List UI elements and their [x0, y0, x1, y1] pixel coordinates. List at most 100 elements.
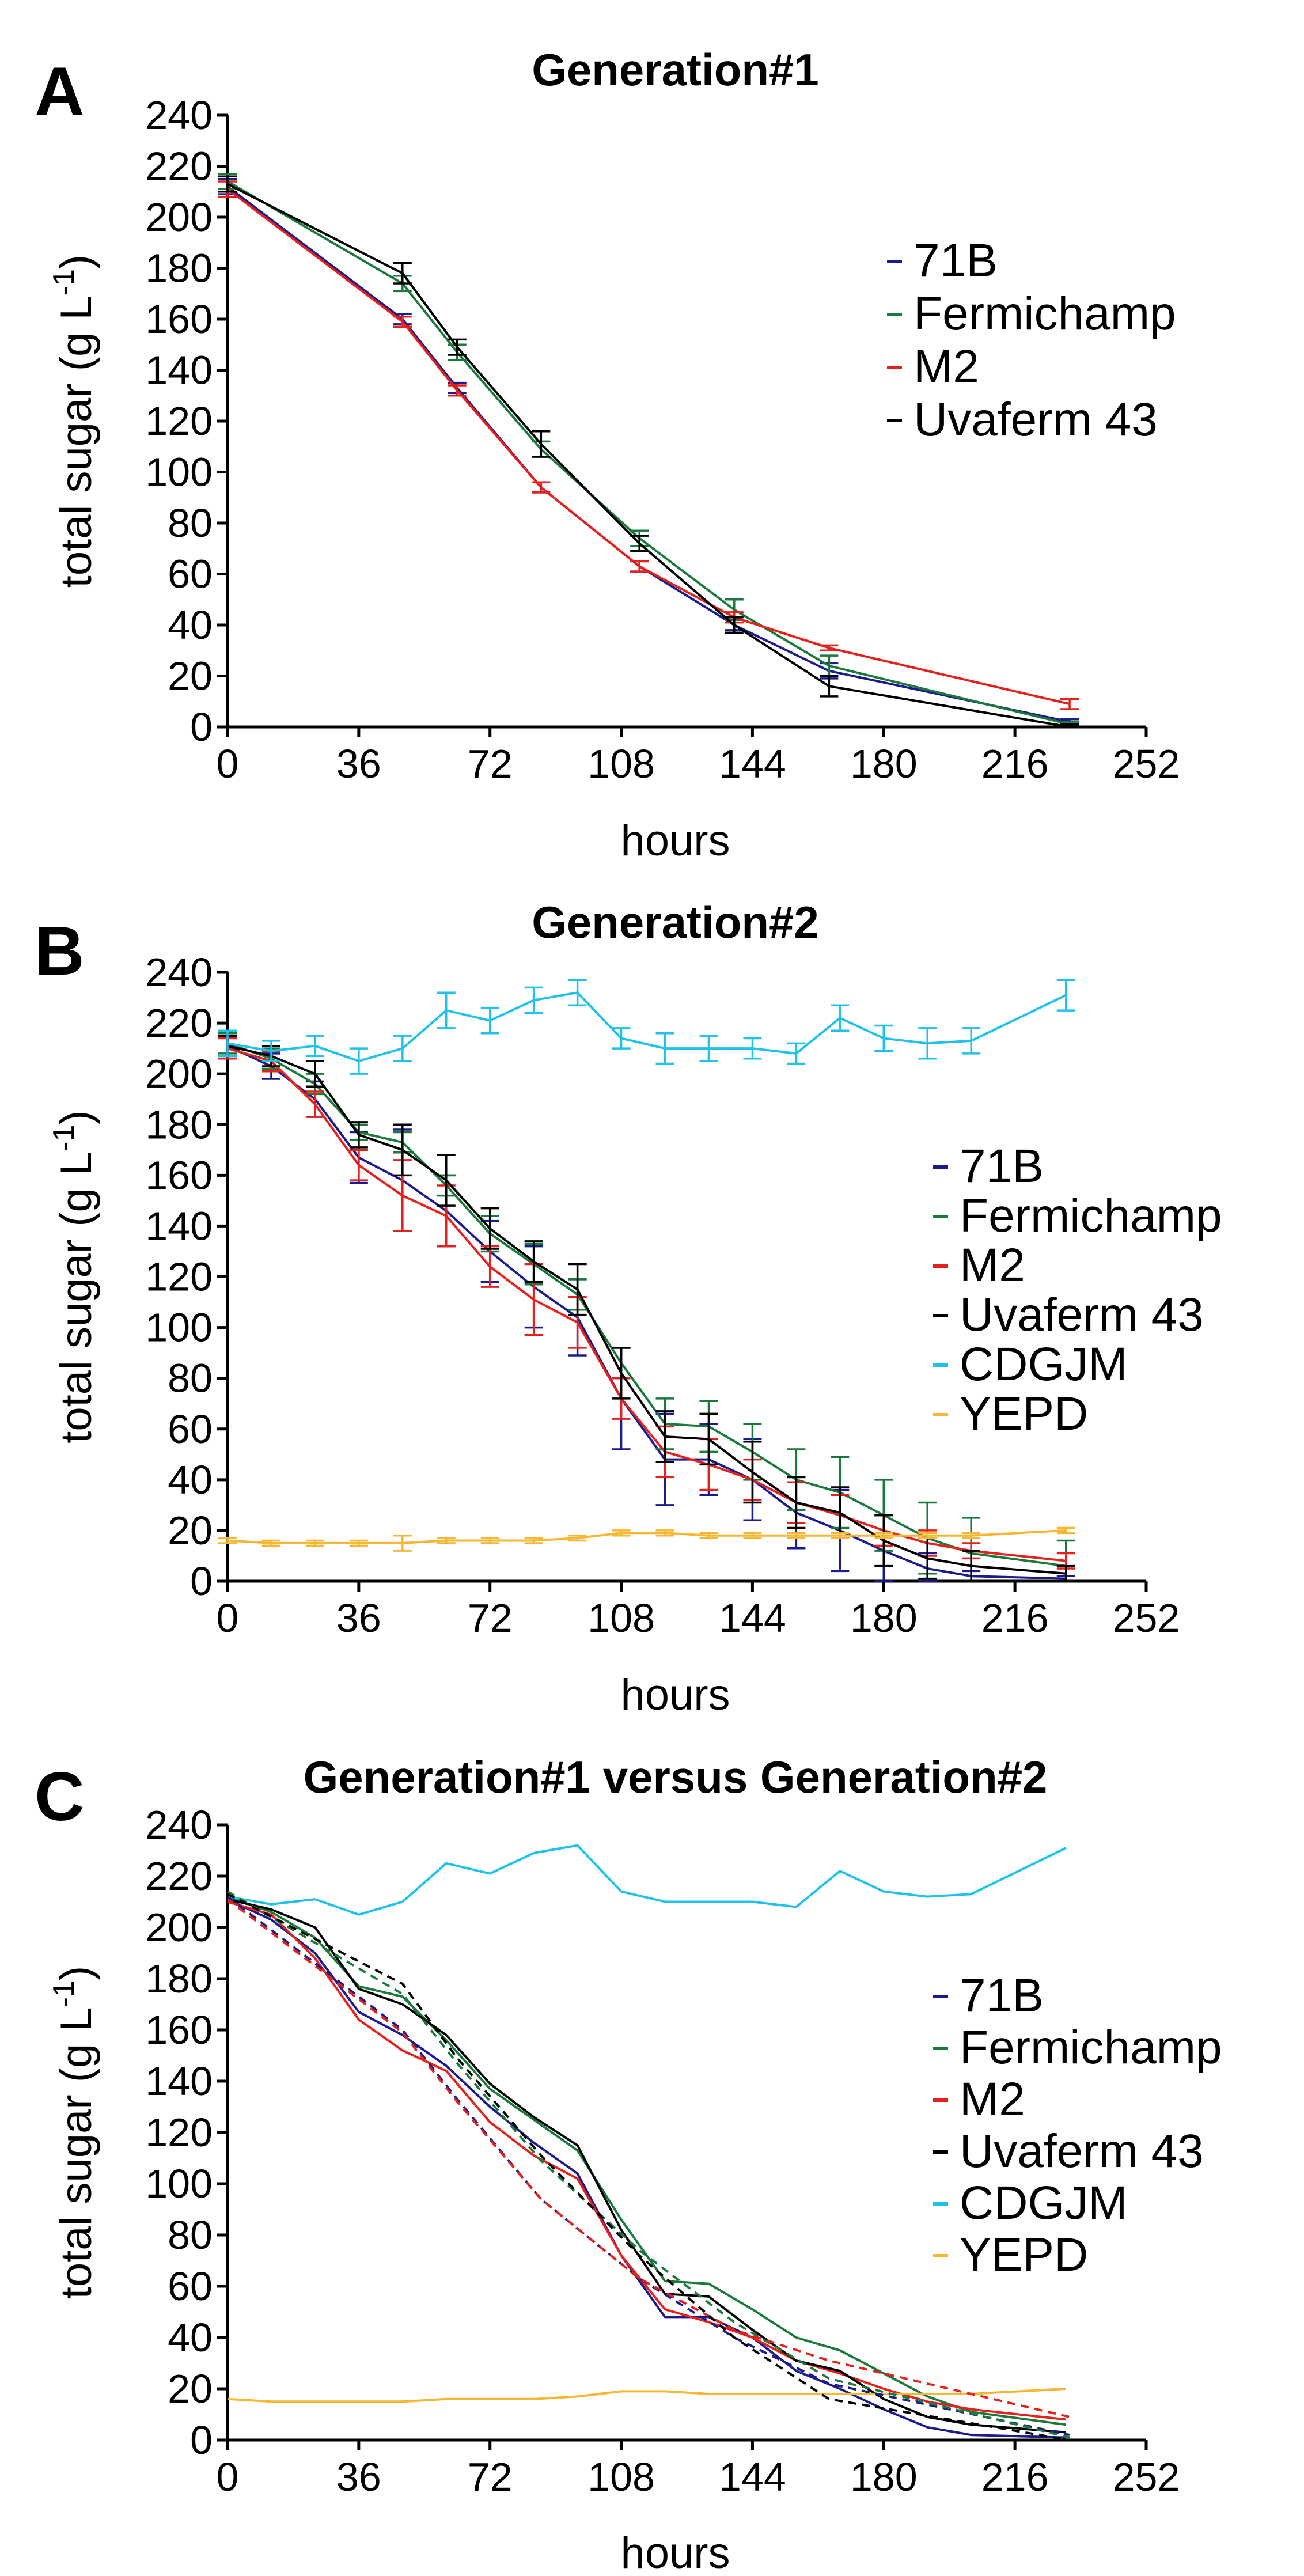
x-tick-label: 216: [981, 2454, 1049, 2499]
error-bar-uvaferm-43: [524, 1240, 543, 1283]
y-tick-label: 220: [145, 1001, 213, 1045]
error-bar-uvaferm-43: [305, 1060, 324, 1088]
error-bar-cdgjm: [437, 991, 456, 1029]
x-tick-label: 252: [1113, 741, 1180, 786]
y-tick-label: 220: [145, 144, 213, 189]
error-bar-cdgjm: [393, 1035, 412, 1062]
y-axis-label: total sugar (g L-1): [47, 1110, 101, 1444]
error-bar-uvaferm-43: [532, 430, 551, 458]
error-bar-uvaferm-43: [699, 1412, 718, 1466]
x-tick-label: 180: [850, 741, 918, 786]
y-tick-label: 160: [145, 297, 213, 342]
x-tick-label: 216: [981, 741, 1049, 786]
y-tick-label: 0: [190, 1559, 213, 1604]
chart-title: Generation#1: [532, 44, 819, 95]
error-bar-yepd: [305, 1539, 324, 1547]
panel-a: A Generation#1020406080100120140160180200…: [35, 44, 1180, 865]
y-axis-label: total sugar (g L-1): [47, 255, 101, 588]
panel-letter: C: [35, 1758, 85, 1835]
error-bar-cdgjm: [874, 1024, 893, 1052]
y-tick-label: 180: [145, 1956, 213, 2001]
panel-letter: B: [35, 912, 85, 990]
legend-label-yepd: YEPD: [960, 2229, 1088, 2281]
error-bar-cdgjm: [831, 1004, 850, 1032]
error-bar-uvaferm-43: [568, 1263, 587, 1316]
error-bar-m2: [532, 481, 551, 494]
y-tick-label: 80: [168, 2213, 213, 2257]
error-bar-uvaferm-43: [725, 616, 744, 634]
y-tick-label: 180: [145, 246, 213, 291]
error-bar-m2: [448, 384, 467, 397]
error-bar-m2: [305, 1090, 324, 1118]
y-tick-label: 0: [190, 2418, 213, 2463]
error-bar-uvaferm-43: [820, 675, 839, 698]
x-axis-label: hours: [620, 2529, 730, 2576]
error-bar-cdgjm: [612, 1027, 631, 1050]
x-tick-label: 216: [981, 1596, 1049, 1641]
series-line-yepd: [227, 2388, 1066, 2403]
x-tick-label: 0: [217, 741, 239, 786]
series-line-fermichamp-gen1: [226, 1890, 1070, 2439]
y-tick-label: 80: [168, 501, 213, 545]
legend-label-71b: 71B: [960, 1140, 1044, 1192]
y-tick-label: 240: [145, 1802, 213, 1847]
x-tick-label: 108: [587, 741, 655, 786]
y-tick-label: 240: [145, 950, 213, 995]
x-tick-label: 72: [468, 741, 513, 786]
error-bar-cdgjm: [743, 1037, 762, 1060]
x-tick-label: 0: [217, 1596, 239, 1641]
error-bar-uvaferm-43: [448, 338, 467, 356]
y-axis-label: total sugar (g L-1): [47, 1966, 101, 2300]
error-bar-m2: [480, 1245, 499, 1288]
legend-label-m2: M2: [960, 1239, 1025, 1291]
error-bar-uvaferm-43: [1056, 1564, 1075, 1582]
error-bar-yepd: [437, 1537, 456, 1544]
legend-label-uvaferm-43: Uvaferm 43: [960, 1289, 1204, 1341]
error-bar-uvaferm-43: [349, 1121, 368, 1149]
y-tick-label: 40: [168, 1457, 213, 1502]
legend-label-fermichamp: Fermichamp: [960, 2021, 1222, 2074]
error-bar-cdgjm: [1056, 979, 1075, 1012]
x-tick-label: 180: [850, 2454, 918, 2499]
y-tick-label: 220: [145, 1854, 213, 1899]
error-bar-yepd: [699, 1532, 718, 1539]
y-tick-label: 200: [145, 1051, 213, 1096]
y-tick-label: 40: [168, 2315, 213, 2360]
x-tick-label: 144: [719, 2454, 786, 2499]
y-tick-label: 120: [145, 399, 213, 444]
error-bar-cdgjm: [699, 1035, 718, 1062]
x-tick-label: 0: [217, 2454, 239, 2499]
error-bar-cdgjm: [655, 1032, 674, 1065]
x-tick-label: 144: [719, 1596, 786, 1641]
legend-label-m2: M2: [960, 2073, 1025, 2126]
y-tick-label: 140: [145, 1203, 213, 1248]
error-bar-cdgjm: [918, 1027, 937, 1060]
y-tick-label: 60: [168, 2264, 213, 2309]
y-tick-label: 200: [145, 195, 213, 240]
chart-title: Generation#1 versus Generation#2: [304, 1752, 1048, 1802]
x-axis-label: hours: [620, 1670, 730, 1719]
x-tick-label: 108: [587, 2454, 655, 2499]
error-bar-yepd: [349, 1539, 368, 1547]
error-bar-m2: [630, 560, 649, 573]
legend-label-fermichamp: Fermichamp: [960, 1189, 1222, 1242]
x-tick-label: 36: [336, 741, 381, 786]
series-line-m2-gen1: [226, 1898, 1070, 2418]
panel-letter: A: [35, 53, 85, 130]
error-bar-yepd: [787, 1532, 806, 1539]
y-tick-label: 80: [168, 1356, 213, 1401]
error-bar-uvaferm-43: [612, 1347, 631, 1400]
error-bar-yepd: [918, 1532, 937, 1539]
error-bar-m2: [820, 644, 839, 651]
x-tick-label: 252: [1113, 2454, 1180, 2499]
error-bar-cdgjm: [480, 1006, 499, 1035]
legend-label-71b: 71B: [913, 234, 998, 287]
legend-label-uvaferm-43: Uvaferm 43: [913, 393, 1158, 446]
error-bar-yepd: [393, 1534, 412, 1552]
y-tick-label: 200: [145, 1905, 213, 1950]
error-bar-yepd: [261, 1539, 280, 1547]
series-line-uvaferm-43-gen1: [227, 1893, 1070, 2441]
panel-b: B Generation#2020406080100120140160180200…: [35, 897, 1222, 1719]
